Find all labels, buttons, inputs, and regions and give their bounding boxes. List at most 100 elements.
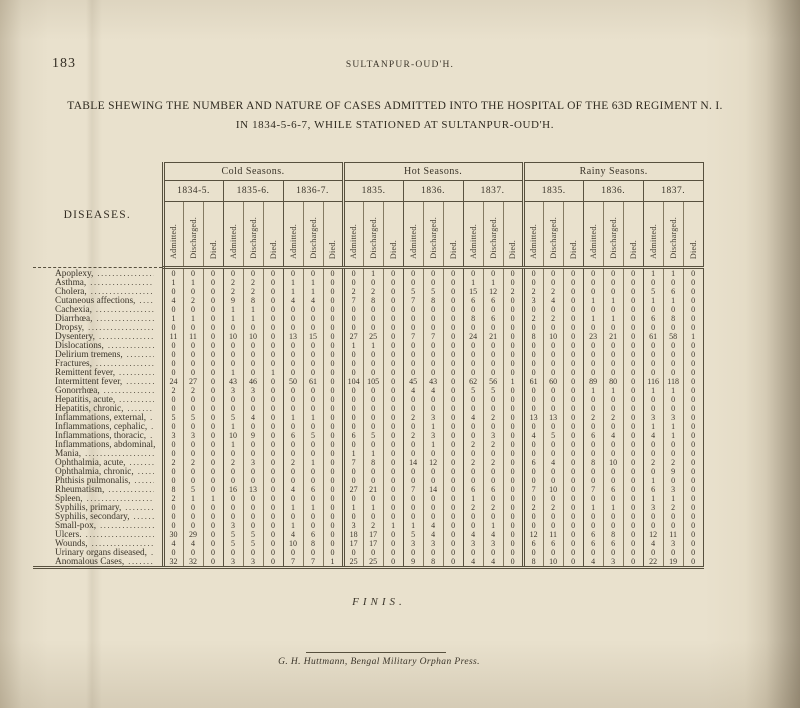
data-cell: 0 xyxy=(202,287,223,296)
dot-leader xyxy=(91,287,154,296)
data-cell: 8 xyxy=(302,539,323,548)
data-cell: 0 xyxy=(402,548,424,557)
data-cell: 0 xyxy=(302,404,323,413)
data-cell: 0 xyxy=(682,413,704,422)
data-cell: 0 xyxy=(682,494,704,503)
data-cell: 0 xyxy=(642,404,664,413)
data-cell: 0 xyxy=(382,368,404,377)
disease-cell: Rheumatism, xyxy=(33,485,163,494)
data-cell: 9 xyxy=(242,431,263,440)
measure-header: Admitted. xyxy=(341,201,364,269)
data-cell: 0 xyxy=(622,476,644,485)
data-cell: 0 xyxy=(462,422,484,431)
disease-cell-inner: Inflammations, external, xyxy=(33,413,162,422)
year-header: 1835-6. xyxy=(222,180,283,202)
data-cell: 0 xyxy=(562,350,584,359)
data-cell: 2 xyxy=(462,440,484,449)
data-cell: 0 xyxy=(242,512,263,521)
data-cell: 1 xyxy=(662,267,684,278)
data-cell: 1 xyxy=(282,413,303,422)
data-cell: 0 xyxy=(341,422,364,431)
data-cell: 4 xyxy=(242,413,263,422)
data-cell: 3 xyxy=(222,521,243,530)
data-cell: 1 xyxy=(302,503,323,512)
header-row-seasons: DISEASES. Cold Seasons. Hot Seasons. Rainy … xyxy=(33,162,704,268)
data-cell: 0 xyxy=(362,368,384,377)
data-cell: 0 xyxy=(322,404,344,413)
data-cell: 0 xyxy=(622,314,644,323)
data-cell: 1 xyxy=(382,521,404,530)
data-cell: 0 xyxy=(521,476,544,485)
data-cell: 1 xyxy=(642,476,664,485)
data-cell: 0 xyxy=(322,386,344,395)
data-cell: 0 xyxy=(442,278,464,287)
dot-leader xyxy=(126,377,153,386)
data-cell: 8 xyxy=(602,530,624,539)
data-cell: 7 xyxy=(402,296,424,305)
page-number: 183 xyxy=(52,56,76,71)
data-cell: 23 xyxy=(582,332,604,341)
data-cell: 0 xyxy=(322,395,344,404)
disease-label: Wounds, xyxy=(55,539,88,548)
data-cell: 1 xyxy=(682,332,704,341)
disease-cell: Hepatitis, chronic, xyxy=(33,404,163,413)
disease-label: Dislocations, xyxy=(55,341,104,350)
data-cell: 0 xyxy=(502,332,524,341)
data-cell: 6 xyxy=(482,296,504,305)
data-cell: 0 xyxy=(242,521,263,530)
data-cell: 0 xyxy=(262,413,283,422)
data-cell: 3 xyxy=(642,413,664,422)
data-cell: 0 xyxy=(442,386,464,395)
data-cell: 0 xyxy=(682,485,704,494)
data-cell: 0 xyxy=(462,467,484,476)
measure-header: Died. xyxy=(442,201,464,269)
table-row: Ophthalmia, acute,2202302107801412022064… xyxy=(33,458,704,467)
data-cell: 105 xyxy=(362,377,384,386)
data-cell: 0 xyxy=(502,368,524,377)
data-cell: 0 xyxy=(262,557,283,569)
data-cell: 0 xyxy=(222,467,243,476)
data-cell: 0 xyxy=(362,422,384,431)
table-row: Delirium tremens,00000000000000000000000… xyxy=(33,350,704,359)
data-cell: 0 xyxy=(402,323,424,332)
disease-cell-inner: Syphilis, primary, xyxy=(33,503,162,512)
data-cell: 0 xyxy=(602,368,624,377)
data-cell: 7 xyxy=(282,557,303,569)
data-cell: 1 xyxy=(182,314,203,323)
data-cell: 0 xyxy=(482,404,504,413)
data-cell: 0 xyxy=(202,359,223,368)
data-cell: 10 xyxy=(542,557,564,569)
data-cell: 0 xyxy=(341,314,364,323)
data-cell: 0 xyxy=(262,422,283,431)
data-cell: 0 xyxy=(382,530,404,539)
data-cell: 0 xyxy=(161,449,183,458)
data-cell: 0 xyxy=(602,404,624,413)
data-cell: 0 xyxy=(262,467,283,476)
data-cell: 0 xyxy=(282,494,303,503)
disease-label: Asthma, xyxy=(55,278,87,287)
measure-header-label: Discharged. xyxy=(608,217,618,259)
data-cell: 0 xyxy=(462,305,484,314)
data-cell: 6 xyxy=(582,530,604,539)
data-cell: 0 xyxy=(262,512,283,521)
data-cell: 2 xyxy=(222,458,243,467)
data-cell: 0 xyxy=(542,404,564,413)
disease-cell-inner: Anomalous Cases, xyxy=(33,557,162,564)
data-cell: 8 xyxy=(242,296,263,305)
data-cell: 0 xyxy=(622,422,644,431)
data-cell: 1 xyxy=(222,314,243,323)
data-cell: 0 xyxy=(622,359,644,368)
data-cell: 0 xyxy=(322,539,344,548)
dot-leader xyxy=(88,323,153,332)
data-cell: 0 xyxy=(422,404,444,413)
measure-header-label: Discharged. xyxy=(248,217,258,259)
data-cell: 0 xyxy=(202,404,223,413)
data-cell: 0 xyxy=(382,548,404,557)
data-cell: 0 xyxy=(582,305,604,314)
data-cell: 0 xyxy=(262,431,283,440)
data-cell: 2 xyxy=(602,413,624,422)
data-cell: 0 xyxy=(542,350,564,359)
imprint-rule xyxy=(306,652,446,653)
data-cell: 0 xyxy=(622,512,644,521)
